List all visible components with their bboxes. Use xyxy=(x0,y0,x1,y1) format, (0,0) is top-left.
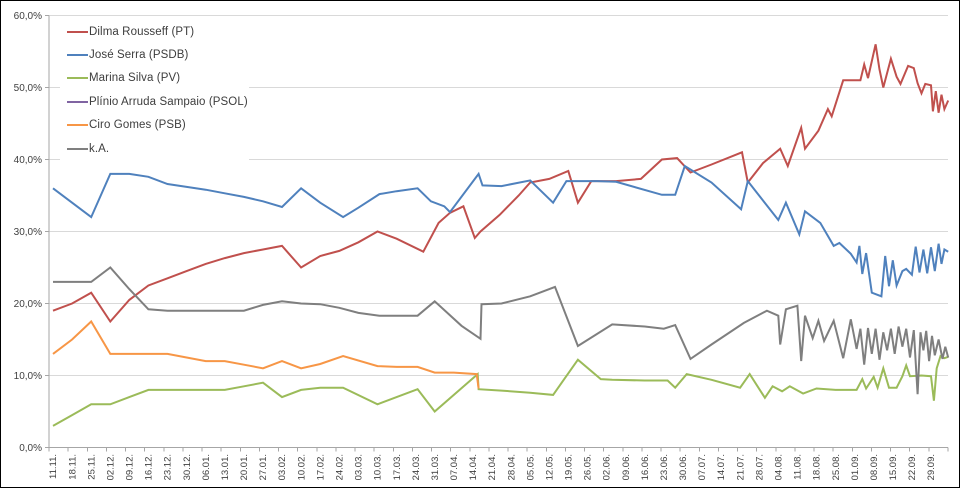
legend-swatch-jose-serra-psdb xyxy=(67,54,88,57)
x-tick-label: 09.06. xyxy=(621,454,632,480)
x-tick-label: 17.03. xyxy=(392,454,403,480)
legend-item-dilma-rousseff-pt: Dilma Rousseff (PT) xyxy=(67,20,249,43)
legend-item-ciro-gomes-psb: Ciro Gomes (PSB) xyxy=(67,114,249,137)
x-tick-label: 02.12. xyxy=(105,454,116,480)
x-tick-label: 28.04. xyxy=(506,454,517,480)
x-tick-label: 21.04. xyxy=(487,454,498,480)
x-tick-label: 12.05. xyxy=(544,454,555,480)
x-tick-label: 17.02. xyxy=(315,454,326,480)
x-tick-label: 14.07. xyxy=(716,454,727,480)
x-tick-label: 01.09. xyxy=(850,454,861,480)
x-tick-label: 03.03. xyxy=(354,454,365,480)
y-tick-label: 20,0% xyxy=(14,299,42,310)
x-tick-label: 30.06. xyxy=(678,454,689,480)
x-tick-label: 31.03. xyxy=(430,454,441,480)
legend-swatch-plinio-arruda-sampaio-psol xyxy=(67,100,88,103)
legend-label: Ciro Gomes (PSB) xyxy=(89,119,186,132)
x-tick-label: 09.12. xyxy=(125,454,136,480)
legend-label: Marina Silva (PV) xyxy=(89,72,181,85)
y-tick-label: 0,0% xyxy=(19,443,42,454)
x-tick-label: 21.07. xyxy=(735,454,746,480)
x-tick-label: 07.04. xyxy=(449,454,460,480)
x-tick-label: 11.11. xyxy=(48,454,59,479)
x-tick-label: 23.12. xyxy=(163,454,174,480)
legend-label: José Serra (PSDB) xyxy=(89,49,189,62)
x-tick-label: 20.01. xyxy=(239,454,250,480)
legend-swatch-ka xyxy=(67,147,88,150)
y-tick-label: 60,0% xyxy=(14,11,42,22)
x-tick-label: 22.09. xyxy=(907,454,918,480)
x-tick-label: 28.07. xyxy=(754,454,765,480)
legend-item-ka: k.A. xyxy=(67,137,249,160)
x-tick-label: 24.02. xyxy=(335,454,346,480)
x-tick-label: 02.06. xyxy=(602,454,613,480)
x-tick-label: 16.12. xyxy=(144,454,155,480)
x-tick-label: 15.09. xyxy=(888,454,899,480)
x-tick-label: 18.11. xyxy=(67,454,78,480)
legend-item-plinio-arruda-sampaio-psol: Plínio Arruda Sampaio (PSOL) xyxy=(67,90,249,113)
y-tick-label: 10,0% xyxy=(14,371,42,382)
x-tick-label: 23.06. xyxy=(659,454,670,480)
x-tick-label: 14.04. xyxy=(468,454,479,480)
legend-item-jose-serra-psdb: José Serra (PSDB) xyxy=(67,43,249,66)
legend-label: Dilma Rousseff (PT) xyxy=(89,25,195,38)
x-tick-label: 08.09. xyxy=(869,454,880,480)
x-tick-label: 24.03. xyxy=(411,454,422,480)
legend-item-marina-silva-pv: Marina Silva (PV) xyxy=(67,67,249,90)
x-tick-label: 29.09. xyxy=(926,454,937,480)
y-tick-label: 40,0% xyxy=(14,155,42,166)
x-tick-label: 13.01. xyxy=(220,454,231,480)
x-tick-label: 06.01. xyxy=(201,454,212,480)
legend-label: k.A. xyxy=(89,142,110,155)
x-tick-label: 26.05. xyxy=(583,454,594,480)
legend-label: Plínio Arruda Sampaio (PSOL) xyxy=(89,95,248,108)
series-line-ka xyxy=(53,266,950,395)
x-tick-label: 10.02. xyxy=(296,454,307,480)
series-line-jose-serra-psdb xyxy=(52,164,949,298)
y-tick-label: 30,0% xyxy=(14,227,42,238)
x-tick-label: 30.12. xyxy=(182,454,193,480)
x-tick-label: 07.07. xyxy=(697,454,708,480)
legend-swatch-dilma-rousseff-pt xyxy=(67,30,88,33)
x-tick-label: 27.01. xyxy=(258,454,269,480)
x-tick-label: 19.05. xyxy=(564,454,575,480)
legend-swatch-marina-silva-pv xyxy=(67,77,88,80)
chart-legend: Dilma Rousseff (PT) José Serra (PSDB) Mari… xyxy=(60,16,249,163)
series-line-marina-silva-pv xyxy=(52,354,949,427)
y-tick-label: 50,0% xyxy=(14,83,42,94)
x-tick-label: 25.11. xyxy=(86,454,97,480)
x-tick-label: 18.08. xyxy=(812,454,823,480)
x-tick-label: 11.08. xyxy=(793,454,804,480)
x-tick-label: 03.02. xyxy=(277,454,288,480)
x-tick-label: 04.08. xyxy=(774,454,785,480)
x-tick-label: 05.05. xyxy=(525,454,536,480)
x-tick-label: 10.03. xyxy=(373,454,384,480)
series-line-dilma-rousseff-pt xyxy=(52,44,950,324)
x-tick-label: 16.06. xyxy=(640,454,651,480)
x-tick-label: 25.08. xyxy=(831,454,842,480)
legend-swatch-ciro-gomes-psb xyxy=(67,124,88,127)
series-line-ciro-gomes-psb xyxy=(52,319,480,389)
